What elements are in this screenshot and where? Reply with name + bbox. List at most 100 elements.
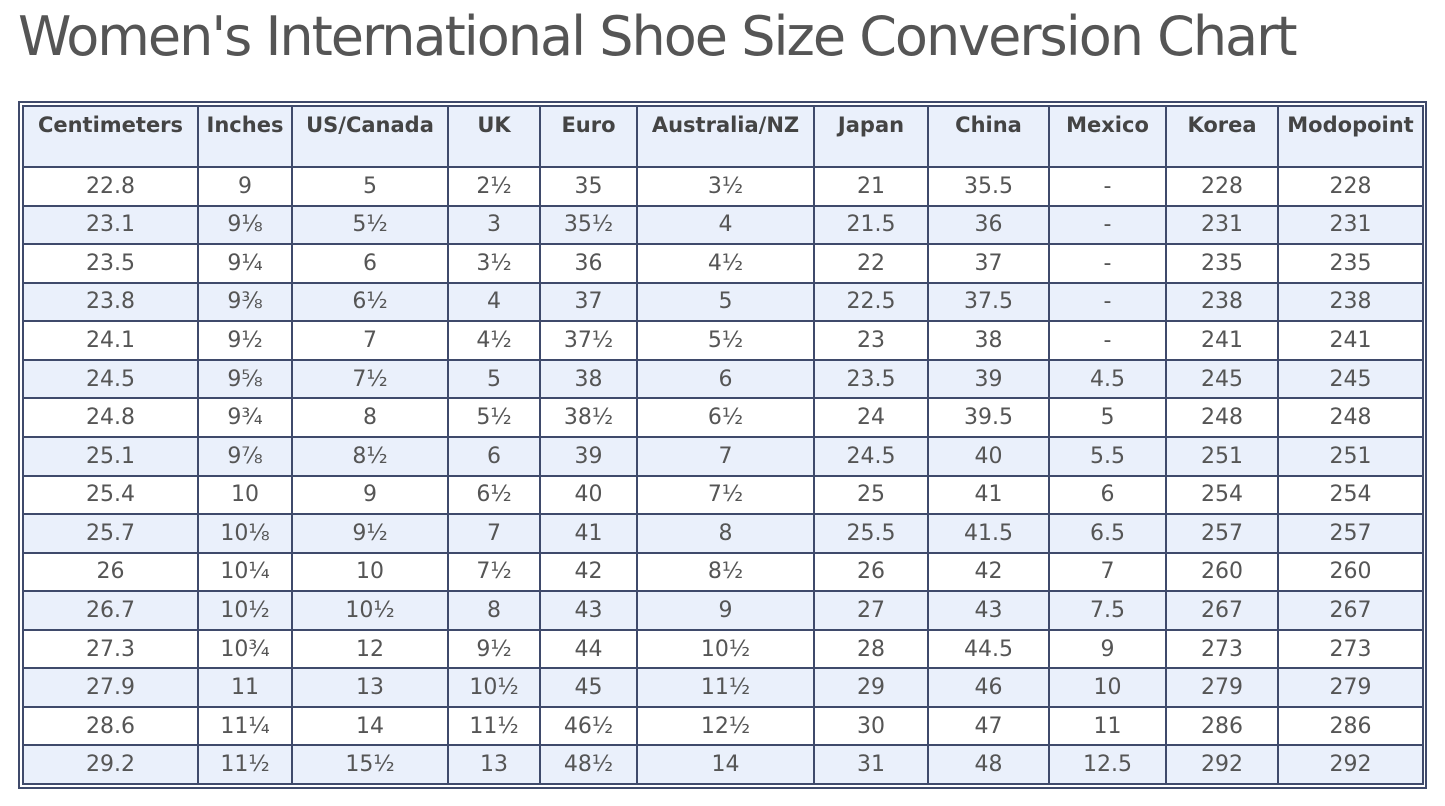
table-cell: 6½ [636,397,815,438]
table-cell: 10½ [636,628,815,670]
table-cell: 286 [1277,705,1424,747]
table-cell: 5 [636,281,815,323]
table-cell: 11½ [447,705,541,747]
table-cell: 273 [1165,628,1279,670]
table-cell: 3½ [447,243,541,284]
table-cell: 6 [1048,474,1167,516]
table-cell: 24.5 [22,358,199,400]
table-cell: 251 [1277,435,1424,477]
table-row: 25.4 10 9 6½ 40 7½ 25 41 6 254 254 [22,474,1424,516]
table-cell: 39 [539,435,638,477]
column-header-mexico: Mexico [1048,105,1167,168]
table-cell: 6 [291,243,449,284]
table-cell: - [1048,281,1167,323]
table-cell: 4½ [447,320,541,361]
table-cell: 231 [1277,204,1424,246]
table-row: 24.5 9⅝ 7½ 5 38 6 23.5 39 4.5 245 245 [22,358,1424,400]
table-row: 25.1 9⅞ 8½ 6 39 7 24.5 40 5.5 251 251 [22,435,1424,477]
table-cell: 3½ [636,166,815,207]
table-cell: 22.5 [813,281,929,323]
table-row: 26 10¼ 10 7½ 42 8½ 26 42 7 260 260 [22,551,1424,593]
column-header-korea: Korea [1165,105,1279,168]
table-cell: 26 [813,551,929,593]
table-cell: 22 [813,243,929,284]
table-cell: 6½ [447,474,541,516]
table-cell: 10½ [447,667,541,708]
table-cell: 14 [291,705,449,747]
table-cell: 6 [447,435,541,477]
table-cell: 38½ [539,397,638,438]
table-cell: 7.5 [1048,590,1167,631]
table-cell: 5 [291,166,449,207]
table-cell: 23.5 [22,243,199,284]
table-cell: - [1048,204,1167,246]
table-cell: 24.8 [22,397,199,438]
table-cell: 241 [1277,320,1424,361]
table-cell: 36 [927,204,1050,246]
table-cell: 38 [927,320,1050,361]
table-cell: 8½ [291,435,449,477]
table-cell: 12½ [636,705,815,747]
table-cell: 235 [1277,243,1424,284]
table-cell: 8½ [636,551,815,593]
table-cell: 6 [636,358,815,400]
column-header-inches: Inches [197,105,293,168]
table-cell: 7 [291,320,449,361]
table-cell: 260 [1277,551,1424,593]
table-cell: 42 [539,551,638,593]
table-cell: 35.5 [927,166,1050,207]
table-cell: 8 [447,590,541,631]
table-cell: 10½ [291,590,449,631]
table-cell: 267 [1277,590,1424,631]
table-cell: 38 [539,358,638,400]
column-header-modopoint: Modopoint [1277,105,1424,168]
table-row: 27.9 11 13 10½ 45 11½ 29 46 10 279 279 [22,667,1424,708]
table-cell: 292 [1277,744,1424,785]
table-cell: 28 [813,628,929,670]
table-row: 29.2 11½ 15½ 13 48½ 14 31 48 12.5 292 292 [22,744,1424,785]
table-row: 24.8 9¾ 8 5½ 38½ 6½ 24 39.5 5 248 248 [22,397,1424,438]
table-cell: 46 [927,667,1050,708]
table-cell: 26 [22,551,199,593]
table-cell: 12.5 [1048,744,1167,785]
table-cell: 37.5 [927,281,1050,323]
table-cell: 241 [1165,320,1279,361]
table-cell: 228 [1165,166,1279,207]
table-cell: 248 [1277,397,1424,438]
table-cell: 41 [927,474,1050,516]
table-cell: 3 [447,204,541,246]
table-cell: 45 [539,667,638,708]
table-cell: 43 [539,590,638,631]
table-cell: 37 [539,281,638,323]
table-cell: 25.7 [22,513,199,554]
table-cell: 10½ [197,590,293,631]
table-cell: 25 [813,474,929,516]
column-header-us-canada: US/Canada [291,105,449,168]
table-cell: 245 [1165,358,1279,400]
table-cell: 5½ [447,397,541,438]
table-cell: 27.9 [22,667,199,708]
table-row: 26.7 10½ 10½ 8 43 9 27 43 7.5 267 267 [22,590,1424,631]
table-cell: 10 [197,474,293,516]
table-cell: 292 [1165,744,1279,785]
table-row: 28.6 11¼ 14 11½ 46½ 12½ 30 47 11 286 286 [22,705,1424,747]
table-cell: 5½ [291,204,449,246]
table-cell: 30 [813,705,929,747]
table-cell: 25.1 [22,435,199,477]
table-cell: 23.1 [22,204,199,246]
table-cell: 286 [1165,705,1279,747]
table-cell: 23 [813,320,929,361]
table-row: 23.1 9⅛ 5½ 3 35½ 4 21.5 36-231 231 [22,204,1424,246]
table-cell: 9½ [291,513,449,554]
table-cell: 267 [1165,590,1279,631]
table-cell: 9⅞ [197,435,293,477]
table-cell: 9½ [197,320,293,361]
table-cell: 2½ [447,166,541,207]
table-cell: 13 [291,667,449,708]
table-cell: 257 [1165,513,1279,554]
table-cell: 21 [813,166,929,207]
table-cell: 254 [1277,474,1424,516]
table-cell: 36 [539,243,638,284]
table-cell: 7½ [636,474,815,516]
table-cell: 4 [447,281,541,323]
